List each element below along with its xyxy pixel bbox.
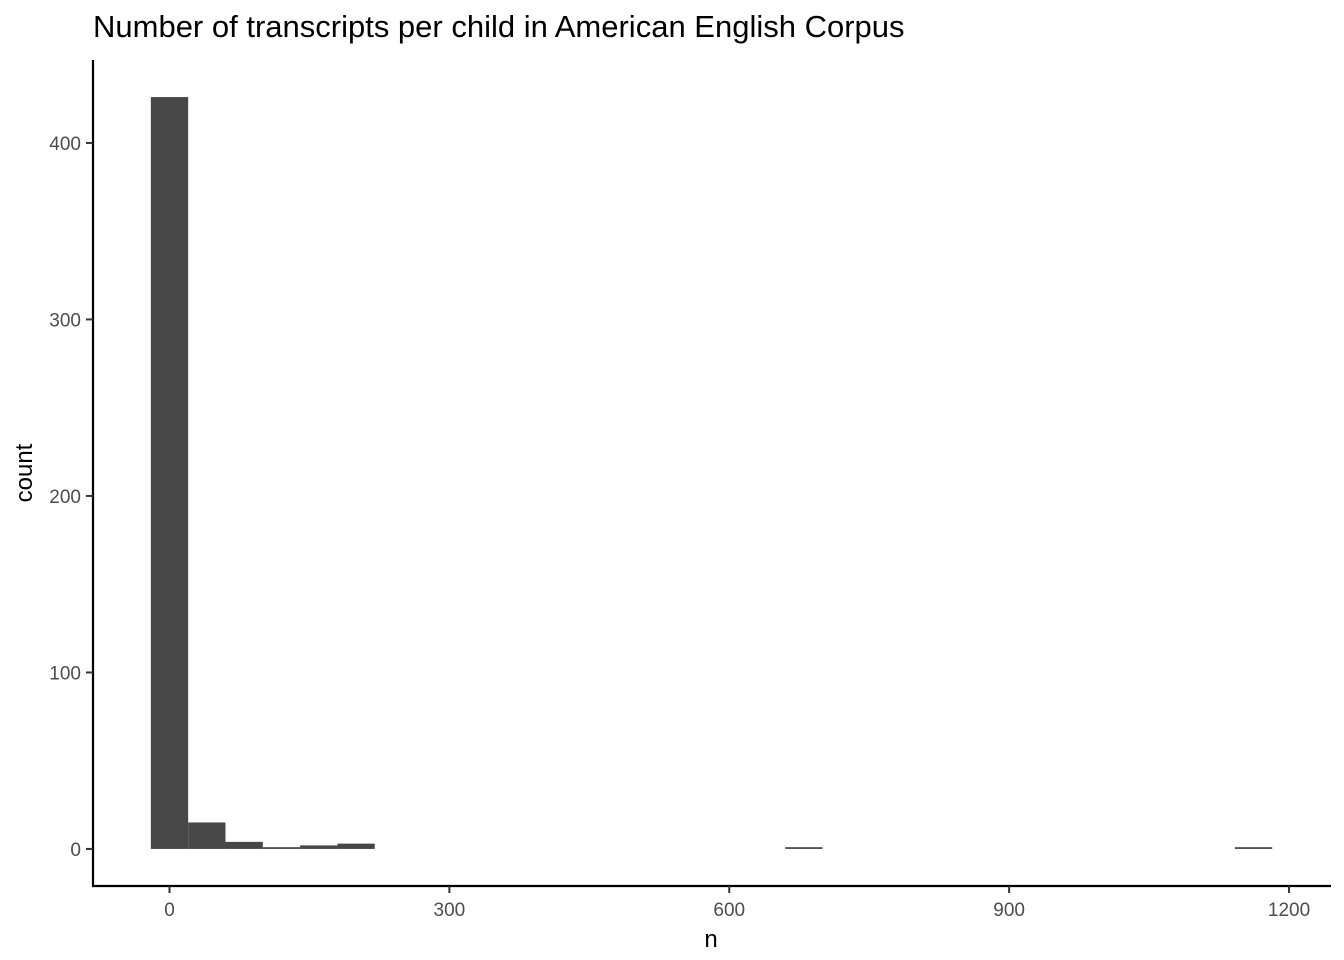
chart-title: Number of transcripts per child in Ameri…	[93, 9, 905, 44]
x-tick-label-1: 300	[434, 900, 466, 921]
x-tick-label-2: 600	[713, 900, 745, 921]
histogram-bar-1	[188, 822, 226, 849]
y-tick-label-2: 200	[49, 487, 81, 508]
x-tick-label-0: 0	[164, 900, 175, 921]
y-tick-label-4: 400	[49, 134, 81, 155]
y-tick-label-0: 0	[70, 840, 81, 861]
bars-layer	[150, 97, 1273, 849]
histogram-bar-2	[225, 841, 263, 849]
y-tick-label-3: 300	[49, 310, 81, 331]
histogram-bar-4	[300, 845, 338, 849]
x-tick-label-3: 900	[993, 900, 1025, 921]
histogram-bar-0	[150, 97, 189, 849]
y-axis-ticks: 0 100 200 300 400	[49, 134, 93, 861]
y-axis-title: count	[11, 443, 38, 502]
y-tick-label-1: 100	[49, 663, 81, 684]
histogram-bar-5	[337, 843, 375, 849]
histogram-bar-3	[262, 847, 301, 849]
histogram-bar-6	[785, 847, 823, 849]
histogram-bar-7	[1234, 847, 1273, 849]
x-tick-label-4: 1200	[1268, 900, 1310, 921]
x-axis-title: n	[704, 926, 717, 953]
x-axis-ticks: 0 300 600 900 1200	[164, 886, 1310, 921]
